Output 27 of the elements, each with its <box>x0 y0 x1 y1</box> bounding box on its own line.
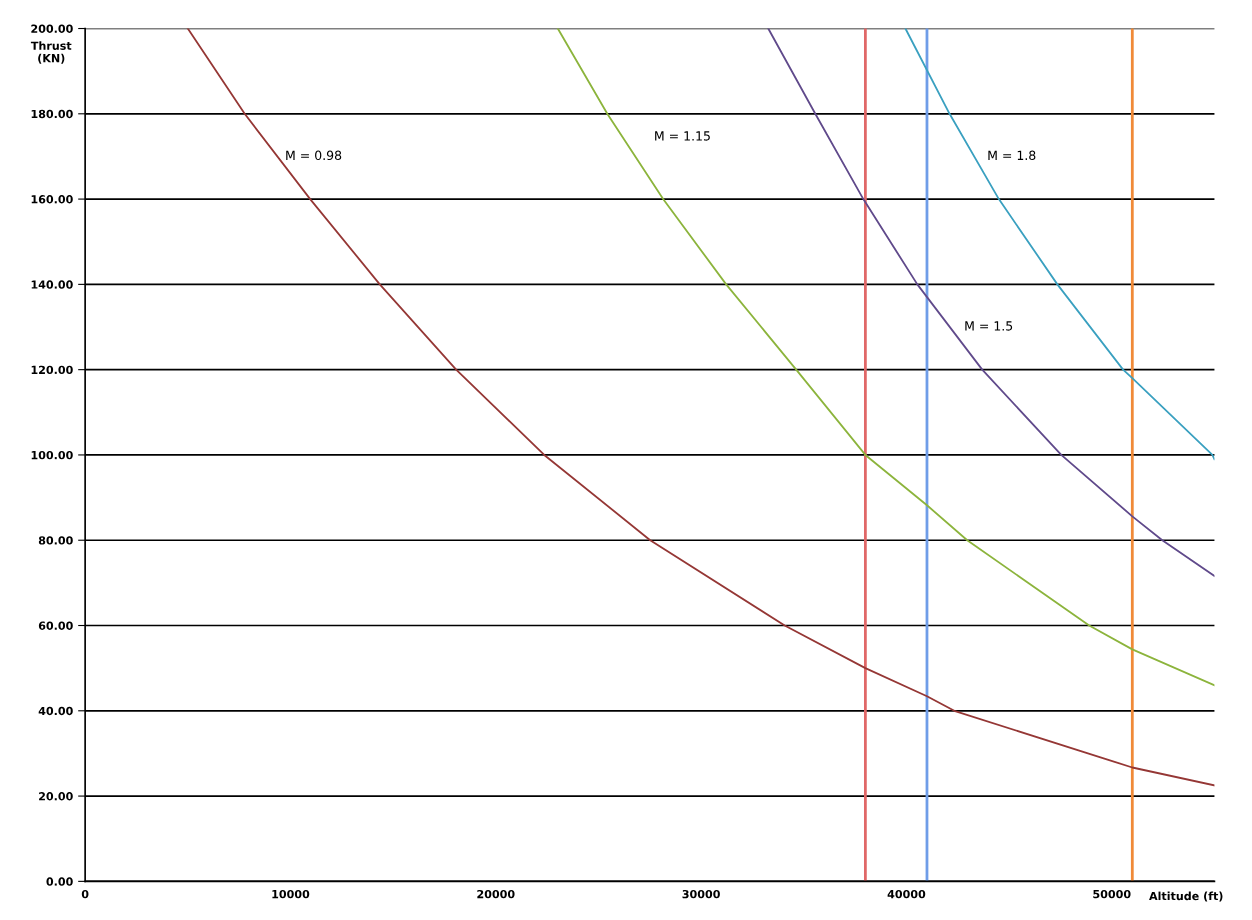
line-series <box>767 28 1215 577</box>
text: M = 1.15 <box>655 131 710 141</box>
y-tick-label: 20.00 <box>39 792 73 801</box>
y-tick-label: 100.00 <box>31 450 73 460</box>
y-tick-label: 200.00 <box>31 24 73 33</box>
line-series <box>556 28 1215 687</box>
series-label: M = 1.5 <box>965 321 1013 331</box>
x-tick-label: 20000 <box>477 889 515 899</box>
series-label: M = 1.8 <box>988 150 1036 161</box>
y-tick-label: 40.00 <box>38 706 73 716</box>
x-tick-label: 50000 <box>1093 889 1131 899</box>
x-tick-label: 40000 <box>887 889 926 899</box>
y-tick-label: 160.00 <box>31 195 73 204</box>
line-series <box>186 28 1215 787</box>
x-tick-label: 30000 <box>682 889 720 899</box>
line-series <box>904 28 1215 461</box>
x-tick-label: 0 <box>81 889 89 899</box>
x-tick-label: 10000 <box>272 889 310 899</box>
y-axis-title: Thrust (KN) <box>30 41 72 64</box>
y-tick-label: 120.00 <box>31 365 73 375</box>
y-tick-label: 180.00 <box>31 109 73 119</box>
series-label: M = 0.98 <box>286 150 342 161</box>
y-tick-label: 80.00 <box>38 536 73 545</box>
y-tick-label: 140.00 <box>31 280 73 289</box>
x-axis-title: Altitude (ft) <box>1149 891 1223 902</box>
y-tick-label: 0.00 <box>46 877 73 886</box>
y-tick-label: 60.00 <box>38 621 73 630</box>
